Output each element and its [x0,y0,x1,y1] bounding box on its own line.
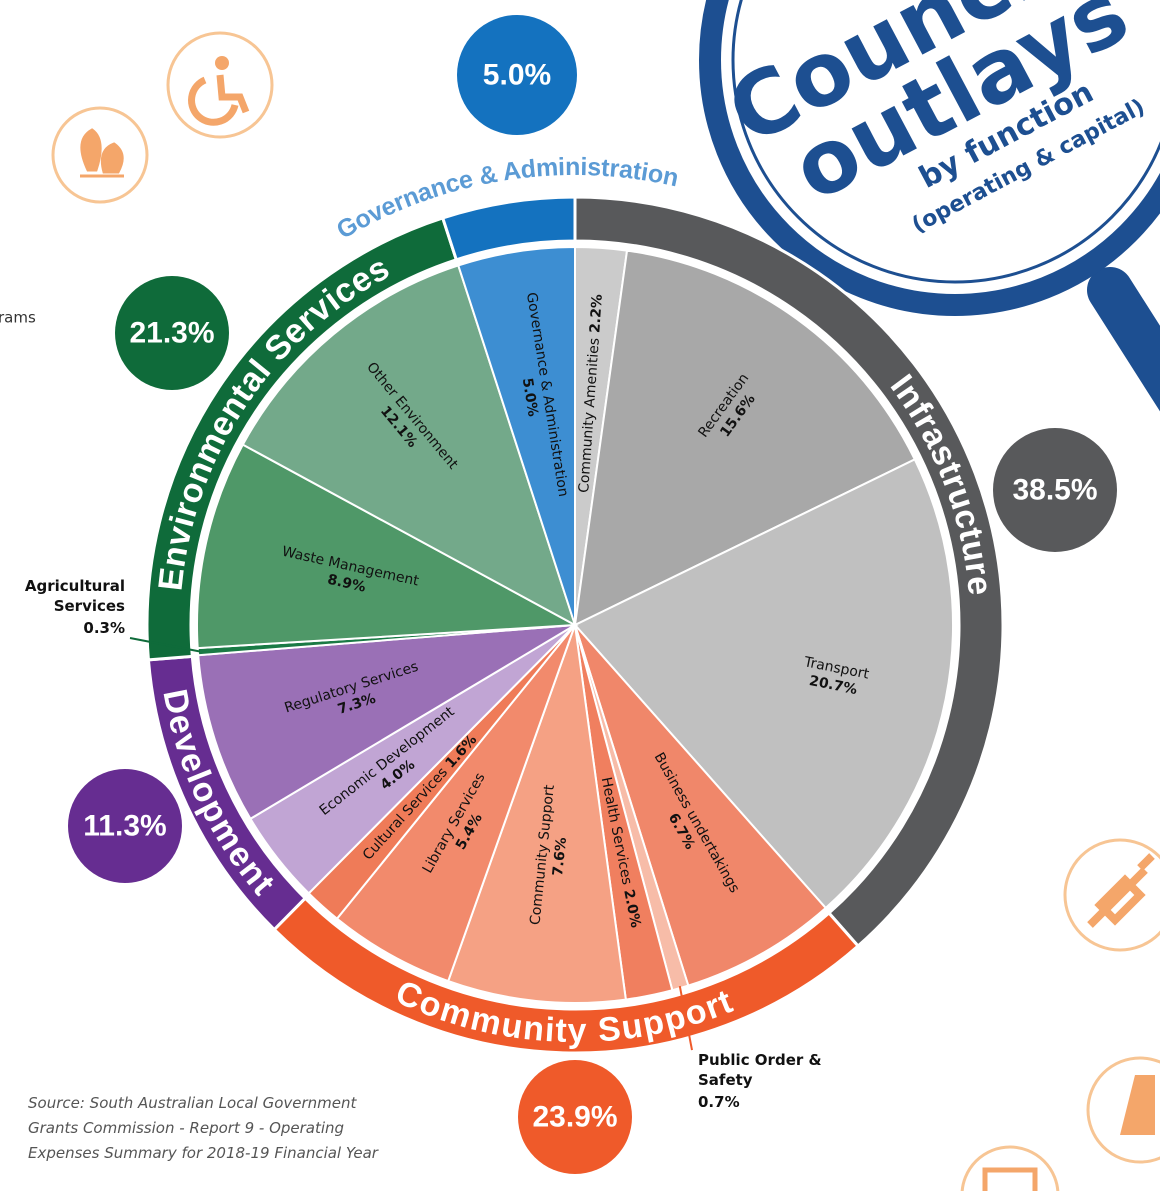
source-line: Grants Commission - Report 9 - Operating [28,1119,344,1137]
slice-value: 2.2% [587,294,606,334]
group-value-label: 38.5% [1012,474,1097,507]
source-line: Source: South Australian Local Governmen… [28,1094,357,1112]
side-text: rams [0,309,36,327]
slice-name: Agricultural Services [5,576,125,616]
group-value-label: 23.9% [532,1101,617,1134]
group-value-label: 21.3% [129,317,214,350]
slice-value: 0.7% [698,1092,828,1112]
source-line: Expenses Summary for 2018-19 Financial Y… [28,1144,379,1162]
slice-value: 0.3% [5,618,125,638]
group-value-label: 5.0% [483,59,551,92]
page: Council outlays by function (operating &… [0,0,1160,1191]
group-value-label: 11.3% [83,810,166,843]
slice-name: Public Order & Safety [698,1050,828,1090]
slices [197,247,953,1003]
chart: Council outlays by function (operating &… [0,0,1160,1191]
